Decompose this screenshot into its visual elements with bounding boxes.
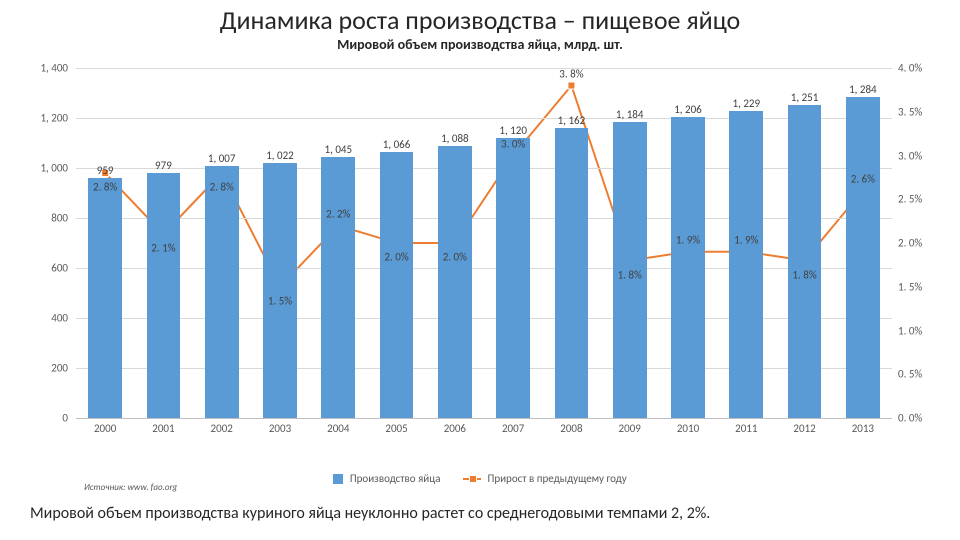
bar bbox=[671, 117, 705, 419]
y-left-tick: 1, 000 bbox=[24, 162, 68, 175]
x-tick-label: 2007 bbox=[502, 422, 524, 435]
bar-value-label: 1, 022 bbox=[266, 149, 294, 162]
bar-value-label: 1, 045 bbox=[325, 143, 353, 156]
y-right-tick: 2. 5% bbox=[898, 193, 938, 206]
y-left-tick: 1, 200 bbox=[24, 112, 68, 125]
y-left-tick: 200 bbox=[24, 362, 68, 375]
bar bbox=[846, 97, 880, 418]
bar-swatch-icon bbox=[333, 474, 343, 484]
bar-value-label: 1, 066 bbox=[383, 138, 411, 151]
line-value-label: 1. 5% bbox=[268, 294, 292, 307]
gridline bbox=[76, 118, 892, 119]
bar bbox=[555, 128, 589, 419]
y-left-tick: 0 bbox=[24, 412, 68, 425]
y-right-tick: 3. 5% bbox=[898, 105, 938, 118]
slide: Динамика роста производства – пищевое яй… bbox=[0, 0, 960, 540]
gridline bbox=[76, 68, 892, 69]
y-right-tick: 0. 0% bbox=[898, 412, 938, 425]
line-value-label: 1. 9% bbox=[734, 233, 758, 246]
bar bbox=[263, 163, 297, 419]
gridline bbox=[76, 218, 892, 219]
bar bbox=[729, 111, 763, 418]
legend-bars: Производство яйца bbox=[333, 472, 440, 485]
slide-title: Динамика роста производства – пищевое яй… bbox=[0, 4, 960, 36]
line-value-label: 1. 8% bbox=[618, 268, 642, 281]
gridline bbox=[76, 168, 892, 169]
y-right-tick: 4. 0% bbox=[898, 62, 938, 75]
legend-line-label: Прирост в предыдущему году bbox=[487, 472, 626, 485]
line-value-label: 2. 8% bbox=[93, 181, 117, 194]
bar-value-label: 1, 251 bbox=[791, 91, 819, 104]
footer-text: Мировой объем производства куриного яйца… bbox=[30, 504, 930, 523]
chart-subtitle: Мировой объем производства яйца, млрд. ш… bbox=[0, 36, 960, 53]
bar-value-label: 1, 206 bbox=[674, 103, 702, 116]
x-tick-label: 2012 bbox=[793, 422, 815, 435]
x-tick-label: 2011 bbox=[735, 422, 757, 435]
x-tick-label: 2001 bbox=[152, 422, 174, 435]
bar-value-label: 979 bbox=[155, 159, 172, 172]
bar-value-label: 1, 120 bbox=[499, 124, 527, 137]
line-value-label: 2. 8% bbox=[210, 181, 234, 194]
legend: Производство яйца Прирост в предыдущему … bbox=[0, 472, 960, 485]
gridline bbox=[76, 368, 892, 369]
line-value-label: 2. 0% bbox=[384, 251, 408, 264]
y-right-tick: 1. 5% bbox=[898, 280, 938, 293]
line-value-label: 3. 8% bbox=[559, 67, 583, 80]
x-tick-label: 2010 bbox=[677, 422, 699, 435]
gridline bbox=[76, 268, 892, 269]
line-value-label: 2. 2% bbox=[326, 207, 350, 220]
bar bbox=[380, 152, 414, 419]
chart: 02004006008001, 0001, 2001, 4000. 0%0. 5… bbox=[28, 60, 932, 460]
gridline bbox=[76, 318, 892, 319]
x-tick-label: 2009 bbox=[619, 422, 641, 435]
x-tick-label: 2002 bbox=[211, 422, 233, 435]
bar-value-label: 1, 007 bbox=[208, 152, 236, 165]
y-right-tick: 2. 0% bbox=[898, 237, 938, 250]
bar-value-label: 1, 229 bbox=[733, 97, 761, 110]
line-value-label: 1. 8% bbox=[792, 268, 816, 281]
y-right-tick: 0. 5% bbox=[898, 368, 938, 381]
legend-line: Прирост в предыдущему году bbox=[463, 472, 627, 485]
bar-value-label: 1, 184 bbox=[616, 108, 644, 121]
line-value-label: 2. 1% bbox=[151, 242, 175, 255]
y-left-tick: 1, 400 bbox=[24, 62, 68, 75]
bar bbox=[438, 146, 472, 418]
line-swatch-icon bbox=[463, 478, 481, 480]
legend-bars-label: Производство яйца bbox=[350, 472, 441, 485]
y-right-tick: 1. 0% bbox=[898, 324, 938, 337]
x-tick-label: 2006 bbox=[444, 422, 466, 435]
bar-value-label: 1, 088 bbox=[441, 132, 469, 145]
x-tick-label: 2013 bbox=[852, 422, 874, 435]
x-tick-label: 2005 bbox=[385, 422, 407, 435]
line-value-label: 2. 0% bbox=[443, 251, 467, 264]
bar-value-label: 1, 162 bbox=[558, 114, 586, 127]
y-left-tick: 800 bbox=[24, 212, 68, 225]
x-tick-label: 2008 bbox=[560, 422, 582, 435]
bar bbox=[147, 173, 181, 418]
line-value-label: 3. 0% bbox=[501, 137, 525, 150]
plot-area: 02004006008001, 0001, 2001, 4000. 0%0. 5… bbox=[76, 68, 892, 419]
x-tick-label: 2003 bbox=[269, 422, 291, 435]
y-right-tick: 3. 0% bbox=[898, 149, 938, 162]
y-left-tick: 600 bbox=[24, 262, 68, 275]
line-value-label: 1. 9% bbox=[676, 233, 700, 246]
line-marker bbox=[568, 82, 575, 89]
bar bbox=[205, 166, 239, 418]
x-tick-label: 2004 bbox=[327, 422, 349, 435]
bar bbox=[788, 105, 822, 418]
x-tick-label: 2000 bbox=[94, 422, 116, 435]
bar bbox=[321, 157, 355, 418]
bar-value-label: 959 bbox=[97, 164, 114, 177]
line-value-label: 2. 6% bbox=[851, 172, 875, 185]
y-left-tick: 400 bbox=[24, 312, 68, 325]
line-series bbox=[76, 68, 892, 418]
bar bbox=[88, 178, 122, 418]
bar-value-label: 1, 284 bbox=[849, 83, 877, 96]
bar bbox=[496, 138, 530, 418]
